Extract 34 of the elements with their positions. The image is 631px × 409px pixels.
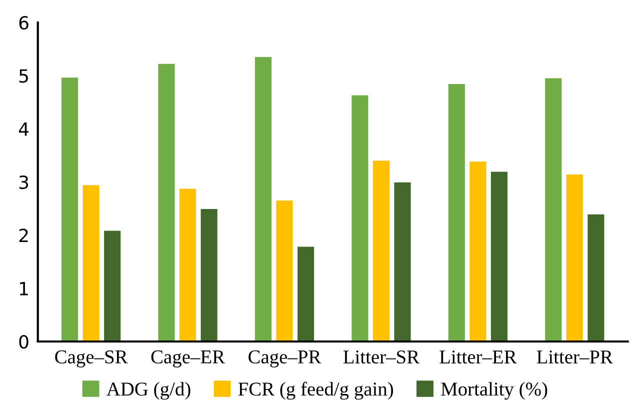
bar: [103, 230, 122, 342]
bar: [200, 208, 218, 342]
bar: [566, 174, 584, 342]
bar: [275, 200, 294, 342]
bar: [372, 160, 390, 342]
y-tick-label: 3: [19, 175, 28, 190]
x-tick-label: Cage–ER: [151, 350, 226, 368]
bar: [60, 76, 79, 342]
x-tick-label: Cage–SR: [55, 350, 128, 368]
x-tick-label: Litter–ER: [440, 350, 517, 364]
bar: [157, 63, 176, 342]
bar: [296, 246, 315, 342]
y-tick-label: 6: [19, 16, 28, 30]
bar: [448, 83, 466, 342]
legend-label: Mortality (%): [441, 382, 548, 400]
x-tick-label: Litter–PR: [536, 350, 613, 364]
legend-label: FCR (g feed/g gain): [238, 382, 394, 400]
bar: [178, 188, 197, 342]
bar: [544, 77, 562, 342]
bar: [393, 182, 412, 342]
bar: [254, 56, 272, 342]
bar: [490, 170, 508, 342]
bar: [350, 94, 370, 342]
x-tick-label: Litter–SR: [343, 350, 420, 364]
y-tick-label: 5: [19, 69, 28, 83]
bar: [82, 184, 100, 342]
y-tick-label: 4: [18, 122, 29, 136]
y-tick-label: 2: [19, 228, 28, 242]
legend-label: ADG (g/d): [106, 382, 190, 400]
y-tick-label: 0: [19, 334, 28, 349]
y-tick-label: 1: [20, 282, 28, 296]
bar: [468, 160, 488, 342]
bar: [586, 213, 606, 342]
x-tick-label: Cage–PR: [248, 350, 322, 368]
